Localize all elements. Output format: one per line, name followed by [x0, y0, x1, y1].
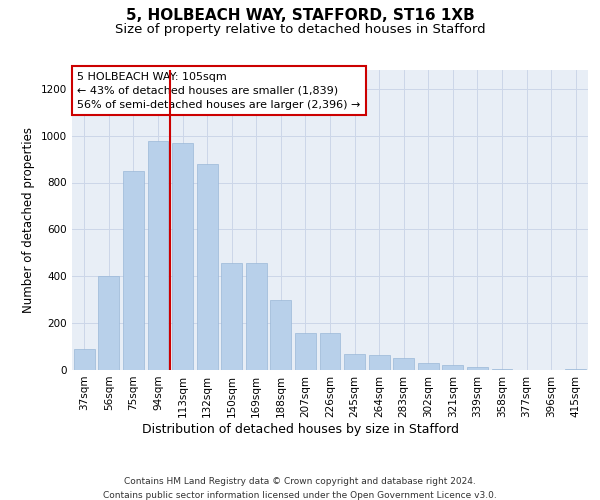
- Bar: [418, 363, 439, 370]
- Bar: [368, 355, 389, 370]
- Bar: [98, 276, 119, 370]
- Bar: [246, 264, 267, 370]
- Bar: [221, 264, 242, 370]
- Bar: [295, 332, 316, 370]
- Text: Contains HM Land Registry data © Crown copyright and database right 2024.
Contai: Contains HM Land Registry data © Crown c…: [103, 478, 497, 500]
- Text: Distribution of detached houses by size in Stafford: Distribution of detached houses by size …: [142, 422, 458, 436]
- Bar: [148, 142, 169, 370]
- Bar: [344, 354, 365, 370]
- Bar: [271, 300, 292, 370]
- Bar: [197, 164, 218, 370]
- Y-axis label: Number of detached properties: Number of detached properties: [22, 127, 35, 313]
- Bar: [393, 358, 414, 370]
- Text: 5 HOLBEACH WAY: 105sqm
← 43% of detached houses are smaller (1,839)
56% of semi-: 5 HOLBEACH WAY: 105sqm ← 43% of detached…: [77, 72, 361, 110]
- Text: Size of property relative to detached houses in Stafford: Size of property relative to detached ho…: [115, 22, 485, 36]
- Bar: [74, 349, 95, 370]
- Bar: [123, 171, 144, 370]
- Bar: [320, 332, 340, 370]
- Text: 5, HOLBEACH WAY, STAFFORD, ST16 1XB: 5, HOLBEACH WAY, STAFFORD, ST16 1XB: [125, 8, 475, 22]
- Bar: [565, 369, 586, 370]
- Bar: [442, 366, 463, 370]
- Bar: [467, 367, 488, 370]
- Bar: [172, 142, 193, 370]
